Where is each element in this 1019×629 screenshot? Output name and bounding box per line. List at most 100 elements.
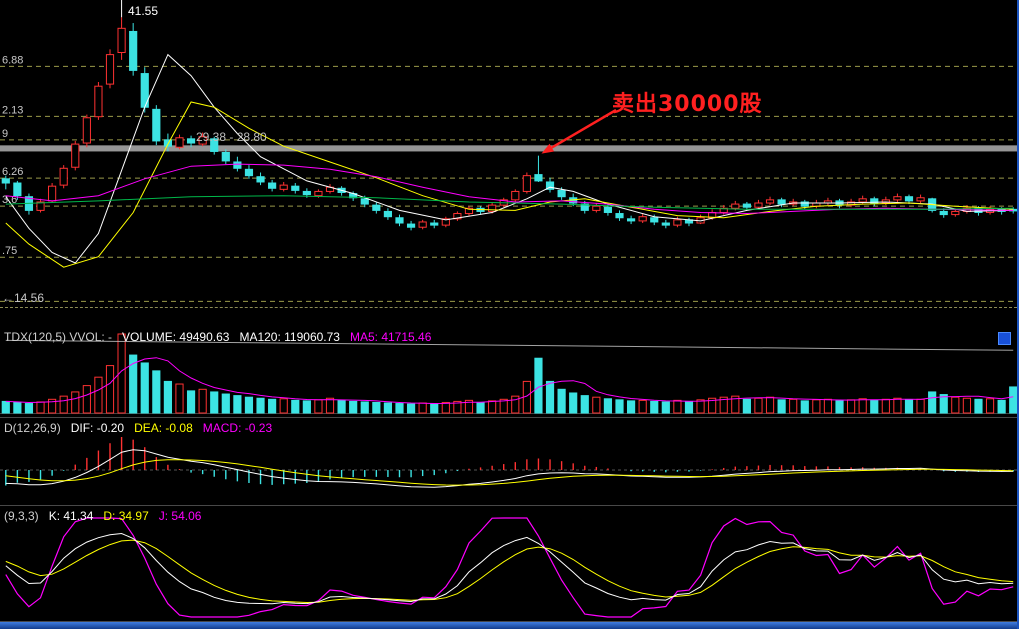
volume-bar: [928, 391, 937, 414]
candle-body: [522, 175, 531, 192]
candle-body: [314, 190, 323, 197]
candle-body: [592, 205, 601, 211]
left-arrow-icon: ←: [2, 291, 14, 305]
volume-header-segment-2: MA120: 119060.73: [239, 330, 340, 344]
macd-pane[interactable]: D(12,26,9) DIF: -0.20 DEA: -0.08 MACD: -0.2…: [0, 418, 1017, 506]
macd-dea-line: [5, 459, 1014, 486]
volume-ma120-line: [5, 339, 1014, 351]
volume-bar: [163, 380, 172, 414]
candle-body: [186, 138, 196, 144]
volume-bar: [673, 399, 682, 414]
volume-bar: [94, 376, 103, 414]
volume-bar: [916, 398, 925, 414]
candle-body: [453, 213, 462, 220]
volume-bar: [800, 400, 809, 414]
candle-body: [360, 198, 369, 205]
candle-body: [13, 182, 22, 197]
candle-body: [870, 198, 879, 204]
grid-price-label-5: .75: [2, 245, 17, 257]
volume-bar: [430, 403, 439, 414]
volume-bar: [268, 398, 277, 414]
volume-bar: [615, 399, 624, 414]
volume-bar: [82, 385, 91, 414]
macd-header-segment-2: DEA: -0.08: [134, 421, 193, 435]
candle-body: [534, 174, 543, 182]
candle-body: [418, 221, 427, 228]
volume-bar: [939, 394, 948, 414]
volume-bar: [337, 399, 346, 414]
candle-body: [59, 167, 68, 186]
min-price-value: 14.56: [14, 291, 45, 305]
volume-pane[interactable]: TDX(120,5) VVOL: - VOLUME: 49490.63 MA120:…: [0, 308, 1017, 418]
kdj-header-segment-0: (9,3,3): [4, 509, 39, 523]
candle-body: [777, 199, 786, 205]
pane-corner-icon[interactable]: [998, 332, 1011, 345]
kline-pane[interactable]: 6.88 2.13 9 6.26 3.6.75 41.55 29.38 - 28.80 …: [0, 0, 1017, 308]
candle-body: [395, 217, 404, 224]
candle-body: [256, 176, 265, 183]
volume-bar: [198, 388, 207, 414]
candle-body: [129, 30, 138, 71]
candle-body: [48, 185, 57, 202]
volume-bar: [24, 403, 34, 414]
candle-body: [430, 222, 439, 226]
candle-body: [650, 217, 659, 223]
candle-body: [800, 201, 809, 207]
macd-plot[interactable]: [0, 418, 1017, 505]
volume-bar: [823, 398, 833, 414]
volume-bar: [754, 397, 763, 414]
volume-bar: [962, 397, 971, 414]
candle-body: [268, 182, 277, 189]
volume-bar: [1009, 386, 1017, 414]
volume-bar: [835, 400, 844, 414]
volume-header-segment-0: TDX(120,5) VVOL: -: [4, 330, 113, 344]
kdj-header: (9,3,3) K: 41.34 D: 34.97 J: 54.06: [4, 509, 211, 523]
kdj-j-line: [5, 517, 1014, 618]
volume-bar: [291, 399, 300, 414]
candle-body: [175, 137, 184, 148]
candle-body: [383, 210, 393, 218]
volume-bar: [105, 365, 115, 414]
volume-bar: [534, 357, 543, 414]
candle-body: [221, 152, 230, 162]
volume-bar: [557, 388, 566, 414]
volume-bar: [395, 403, 404, 414]
volume-bar: [974, 398, 983, 414]
ma-fast-line: [5, 53, 1014, 264]
volume-header-segment-1: VOLUME: 49490.63: [122, 330, 230, 344]
volume-bar: [904, 399, 914, 414]
macd-header-segment-1: DIF: -0.20: [70, 421, 125, 435]
volume-bar: [603, 398, 613, 414]
grid-price-label-2: 9: [2, 128, 8, 140]
candle-body: [511, 190, 520, 201]
volume-bar: [71, 391, 80, 414]
volume-bar: [765, 396, 775, 414]
candle-body: [94, 85, 103, 118]
volume-bar: [985, 398, 995, 414]
kdj-plot[interactable]: [0, 506, 1017, 621]
price-band: [0, 145, 1017, 152]
volume-bar: [302, 400, 311, 414]
candle-body: [904, 196, 914, 202]
volume-bar: [117, 333, 126, 414]
candle-body: [893, 196, 902, 201]
volume-plot[interactable]: [0, 308, 1017, 417]
candle-body: [626, 218, 636, 222]
candle-body: [105, 54, 115, 85]
sell-annotation-text: 卖出30000股: [612, 92, 763, 117]
candle-body: [291, 185, 300, 191]
candle-body: [615, 213, 624, 219]
kdj-header-segment-1: K: 41.34: [48, 509, 94, 523]
candle-body: [661, 222, 670, 226]
macd-header-segment-3: MACD: -0.23: [202, 421, 273, 435]
volume-bar: [48, 398, 57, 414]
candle-body: [244, 168, 254, 177]
volume-bar: [418, 402, 427, 414]
kdj-pane[interactable]: (9,3,3) K: 41.34 D: 34.97 J: 54.06: [0, 506, 1017, 622]
volume-bar: [847, 399, 856, 414]
candle-body: [233, 161, 242, 169]
candle-body: [939, 210, 948, 216]
volume-bar: [13, 401, 22, 414]
volume-bar: [777, 399, 786, 414]
